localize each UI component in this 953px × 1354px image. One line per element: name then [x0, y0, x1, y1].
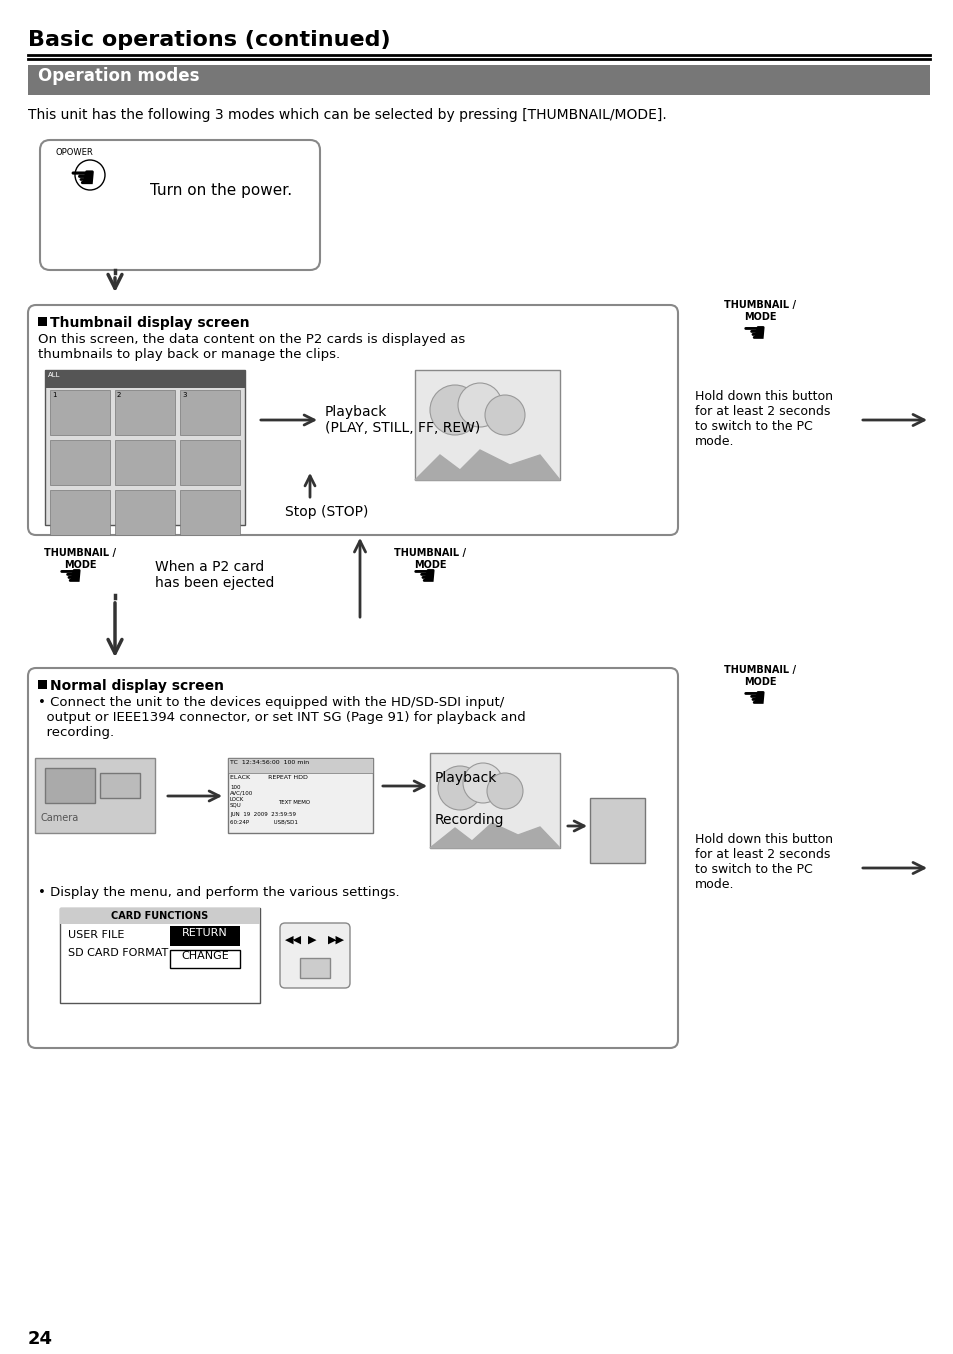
Text: Hold down this button
for at least 2 seconds
to switch to the PC
mode.: Hold down this button for at least 2 sec… — [695, 390, 832, 448]
Bar — [180, 440, 240, 485]
Bar — [228, 758, 373, 833]
Bar — [170, 951, 240, 968]
Bar — [45, 768, 95, 803]
Text: 2: 2 — [117, 393, 121, 398]
Text: Hold down this button
for at least 2 seconds
to switch to the PC
mode.: Hold down this button for at least 2 sec… — [695, 833, 832, 891]
Text: THUMBNAIL /
MODE: THUMBNAIL / MODE — [44, 548, 116, 570]
Text: • Connect the unit to the devices equipped with the HD/SD-SDI input/: • Connect the unit to the devices equipp… — [38, 696, 504, 709]
Text: Thumbnail display screen: Thumbnail display screen — [50, 315, 250, 330]
FancyBboxPatch shape — [40, 139, 319, 269]
Text: Turn on the power.: Turn on the power. — [150, 183, 292, 198]
Bar — [415, 370, 559, 481]
Circle shape — [75, 160, 105, 190]
Text: RETURN: RETURN — [182, 927, 228, 938]
FancyBboxPatch shape — [28, 305, 678, 535]
Text: Recording: Recording — [435, 812, 504, 827]
Text: ☚: ☚ — [412, 563, 436, 590]
Text: THUMBNAIL /
MODE: THUMBNAIL / MODE — [723, 665, 795, 686]
Text: output or IEEE1394 connector, or set INT SG (Page 91) for playback and: output or IEEE1394 connector, or set INT… — [38, 711, 525, 724]
Text: ◀◀: ◀◀ — [285, 936, 302, 945]
Text: Playback: Playback — [435, 770, 497, 785]
Text: Operation modes: Operation modes — [38, 66, 199, 85]
Text: When a P2 card
has been ejected: When a P2 card has been ejected — [154, 561, 274, 590]
Text: CARD FUNCTIONS: CARD FUNCTIONS — [112, 911, 209, 921]
Bar — [115, 440, 174, 485]
Bar — [50, 390, 110, 435]
FancyBboxPatch shape — [28, 668, 678, 1048]
Bar — [45, 370, 245, 389]
Text: Normal display screen: Normal display screen — [50, 678, 224, 693]
Bar — [60, 909, 260, 1003]
Bar — [170, 926, 240, 946]
Text: ☚: ☚ — [68, 165, 95, 194]
Bar — [45, 370, 245, 525]
Bar — [60, 909, 260, 923]
Text: CHANGE: CHANGE — [181, 951, 229, 961]
Text: 24: 24 — [28, 1330, 53, 1349]
Circle shape — [430, 385, 479, 435]
Text: TC  12:34:56:00  100 min: TC 12:34:56:00 100 min — [230, 760, 309, 765]
Bar — [50, 440, 110, 485]
Bar — [180, 390, 240, 435]
Bar — [115, 390, 174, 435]
Circle shape — [462, 764, 502, 803]
Bar — [38, 680, 47, 689]
Text: 60:24P              USB/SD1: 60:24P USB/SD1 — [230, 821, 297, 825]
Text: recording.: recording. — [38, 726, 114, 739]
Text: ▶▶: ▶▶ — [328, 936, 345, 945]
Circle shape — [457, 383, 501, 427]
Text: Basic operations (continued): Basic operations (continued) — [28, 30, 390, 50]
Bar — [430, 753, 559, 848]
Bar — [28, 65, 929, 95]
Text: THUMBNAIL /
MODE: THUMBNAIL / MODE — [394, 548, 465, 570]
Text: USER FILE: USER FILE — [68, 930, 124, 940]
Text: • Display the menu, and perform the various settings.: • Display the menu, and perform the vari… — [38, 886, 399, 899]
Text: OPOWER: OPOWER — [55, 148, 92, 157]
Text: JUN  19  2009  23:59:59: JUN 19 2009 23:59:59 — [230, 812, 295, 816]
Circle shape — [486, 773, 522, 808]
Text: 1: 1 — [52, 393, 56, 398]
Text: Playback
(PLAY, STILL, FF, REW): Playback (PLAY, STILL, FF, REW) — [325, 405, 479, 435]
Text: ▶: ▶ — [308, 936, 316, 945]
Text: ☚: ☚ — [58, 563, 83, 590]
Polygon shape — [415, 450, 559, 481]
Text: On this screen, the data content on the P2 cards is displayed as: On this screen, the data content on the … — [38, 333, 465, 347]
Polygon shape — [430, 823, 559, 848]
Text: thumbnails to play back or manage the clips.: thumbnails to play back or manage the cl… — [38, 348, 340, 362]
Bar — [180, 490, 240, 535]
Text: ELACK         REPEAT HDD: ELACK REPEAT HDD — [230, 774, 308, 780]
Bar — [35, 758, 154, 833]
Text: This unit has the following 3 modes which can be selected by pressing [THUMBNAIL: This unit has the following 3 modes whic… — [28, 108, 666, 122]
FancyBboxPatch shape — [280, 923, 350, 988]
Bar — [38, 317, 47, 326]
Text: SD CARD FORMAT: SD CARD FORMAT — [68, 948, 168, 959]
Circle shape — [484, 395, 524, 435]
Text: TEXT MEMO: TEXT MEMO — [277, 800, 310, 806]
Bar — [228, 758, 373, 773]
Text: THUMBNAIL /
MODE: THUMBNAIL / MODE — [723, 301, 795, 322]
Text: ☚: ☚ — [741, 685, 766, 714]
Circle shape — [437, 766, 481, 810]
Text: Stop (STOP): Stop (STOP) — [285, 505, 368, 519]
Text: Camera: Camera — [40, 812, 78, 823]
Text: 100
AVC/100
LOCK
SQU: 100 AVC/100 LOCK SQU — [230, 785, 253, 807]
Bar — [115, 490, 174, 535]
Text: ALL: ALL — [48, 372, 60, 378]
Bar — [100, 773, 140, 798]
Bar — [50, 490, 110, 535]
Text: ☚: ☚ — [741, 320, 766, 348]
Bar — [299, 959, 330, 978]
Text: 3: 3 — [182, 393, 186, 398]
Bar — [589, 798, 644, 862]
